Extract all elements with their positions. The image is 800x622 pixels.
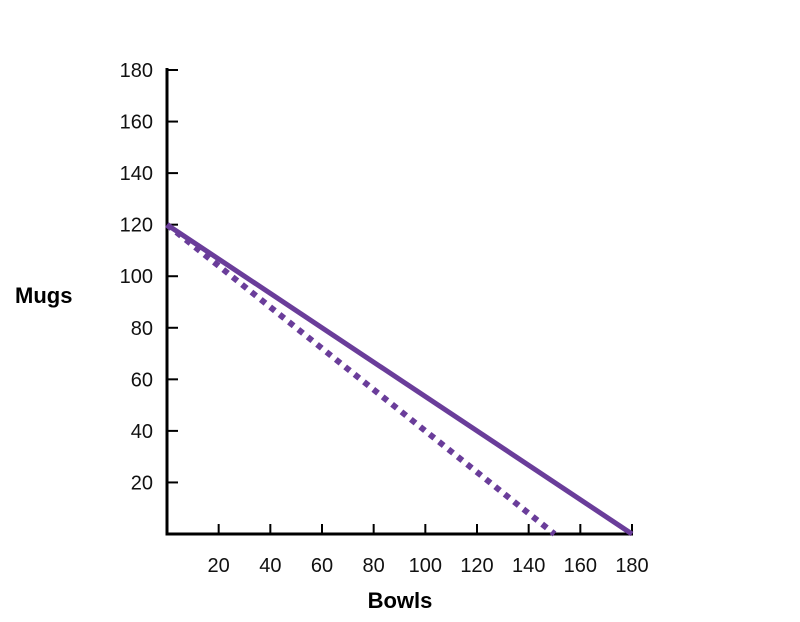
y-tick-label-80: 80 <box>131 318 153 340</box>
x-tick-label-160: 160 <box>564 555 597 577</box>
series-line-dashed <box>165 222 557 537</box>
x-tick-label-40: 40 <box>259 555 281 577</box>
y-tick-label-100: 100 <box>120 266 153 288</box>
y-tick-label-60: 60 <box>131 369 153 391</box>
y-tick-label-120: 120 <box>120 215 153 237</box>
x-tick-label-120: 120 <box>460 555 493 577</box>
tick-labels: 20 40 60 80 100 120 140 160 180 20 40 60 80 100 120 140… <box>120 60 649 577</box>
x-axis-title: Bowls <box>368 588 433 613</box>
y-tick-label-180: 180 <box>120 60 153 82</box>
x-tick-label-140: 140 <box>512 555 545 577</box>
series-group <box>165 222 634 537</box>
x-tick-label-60: 60 <box>311 555 333 577</box>
axes <box>165 68 633 536</box>
y-tick-label-40: 40 <box>131 421 153 443</box>
x-tick-label-100: 100 <box>409 555 442 577</box>
x-tick-label-80: 80 <box>363 555 385 577</box>
y-tick-label-20: 20 <box>131 472 153 494</box>
y-tick-label-160: 160 <box>120 112 153 134</box>
y-tick-label-140: 140 <box>120 163 153 185</box>
y-axis-title: Mugs <box>15 283 72 308</box>
series-line-solid <box>165 222 634 537</box>
x-tick-label-20: 20 <box>208 555 230 577</box>
x-tick-label-180: 180 <box>615 555 648 577</box>
